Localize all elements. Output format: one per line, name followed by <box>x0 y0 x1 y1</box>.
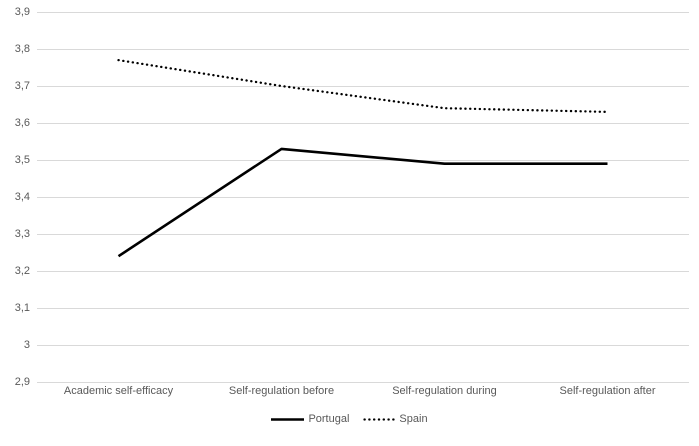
gridline <box>37 307 689 309</box>
y-axis-tick-label: 3,7 <box>14 80 30 92</box>
y-axis-tick-label: 3,9 <box>14 6 30 18</box>
portugal-solid-line-swatch <box>271 417 305 421</box>
gridline <box>37 233 689 235</box>
x-axis-category-label: Self-regulation before <box>228 385 335 397</box>
y-axis-tick-label: 3,1 <box>14 302 30 314</box>
legend-label-portugal: Portugal <box>308 413 350 425</box>
gridline <box>37 48 689 50</box>
legend: Portugal Spain <box>0 413 699 425</box>
legend-item-spain: Spain <box>363 413 428 425</box>
y-axis-tick-label: 3,2 <box>14 265 30 277</box>
y-axis-tick-label: 3,6 <box>14 117 30 129</box>
y-axis-tick-label: 3,4 <box>14 191 30 203</box>
x-axis-category-label: Academic self-efficacy <box>63 385 174 397</box>
gridline <box>37 344 689 346</box>
gridline <box>37 381 689 383</box>
y-axis-tick-label: 3,5 <box>14 154 30 166</box>
legend-item-portugal: Portugal <box>271 413 349 425</box>
legend-label-spain: Spain <box>399 413 428 425</box>
y-axis-tick-label: 3,3 <box>14 228 30 240</box>
x-axis-category-label: Self-regulation after <box>559 385 656 397</box>
gridline <box>37 85 689 87</box>
spain-line-series <box>117 58 609 114</box>
spain-dotted-line-swatch <box>363 417 396 421</box>
gridline <box>37 11 689 13</box>
y-axis-tick-label: 3,8 <box>14 43 30 55</box>
gridline <box>37 122 689 124</box>
y-axis-tick-label: 2,9 <box>14 376 30 388</box>
gridline <box>37 196 689 198</box>
gridline <box>37 159 689 161</box>
portugal-line-series <box>117 147 608 258</box>
y-axis-tick-label: 3 <box>23 339 30 351</box>
gridline <box>37 270 689 272</box>
x-axis-category-label: Self-regulation during <box>392 385 497 397</box>
